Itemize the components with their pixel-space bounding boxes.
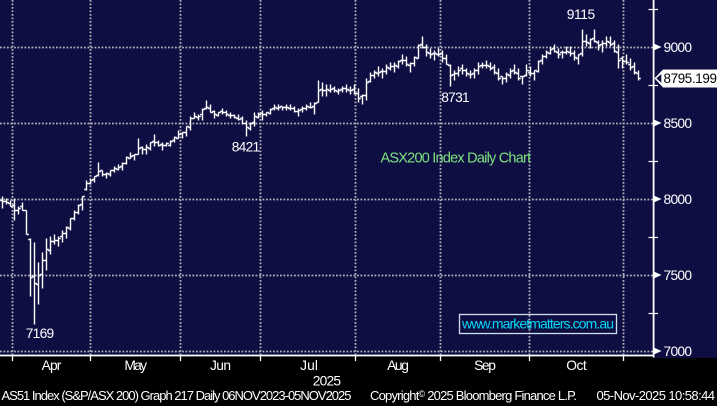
svg-text:AS51 Index (S&P/ASX 200) Graph: AS51 Index (S&P/ASX 200) Graph 217 Daily… <box>2 388 352 403</box>
svg-text:8000: 8000 <box>664 192 693 207</box>
svg-text:9000: 9000 <box>664 40 693 55</box>
svg-text:7500: 7500 <box>664 268 693 283</box>
svg-text:8500: 8500 <box>664 116 693 131</box>
svg-text:ASX200 Index Daily Chart: ASX200 Index Daily Chart <box>381 151 532 167</box>
svg-text:Jul: Jul <box>300 358 318 373</box>
svg-text:Oct: Oct <box>566 358 587 373</box>
svg-text:2025: 2025 <box>313 373 342 388</box>
svg-text:8731: 8731 <box>441 90 470 105</box>
svg-text:7000: 7000 <box>664 344 693 359</box>
svg-text:www.marketmatters.com.au: www.marketmatters.com.au <box>461 316 614 332</box>
svg-text:8421: 8421 <box>232 139 261 154</box>
svg-text:Copyright© 2025 Bloomberg Fina: Copyright© 2025 Bloomberg Finance L.P. <box>370 388 577 403</box>
svg-text:May: May <box>124 358 147 373</box>
svg-text:Aug: Aug <box>387 358 409 373</box>
svg-text:8795.199: 8795.199 <box>664 71 717 86</box>
svg-text:9115: 9115 <box>567 7 596 22</box>
svg-text:05-Nov-2025 10:58:44: 05-Nov-2025 10:58:44 <box>597 388 716 403</box>
svg-text:Apr: Apr <box>42 358 62 373</box>
svg-text:7169: 7169 <box>26 326 55 341</box>
svg-text:Jun: Jun <box>210 358 231 373</box>
svg-text:Sep: Sep <box>474 358 496 373</box>
